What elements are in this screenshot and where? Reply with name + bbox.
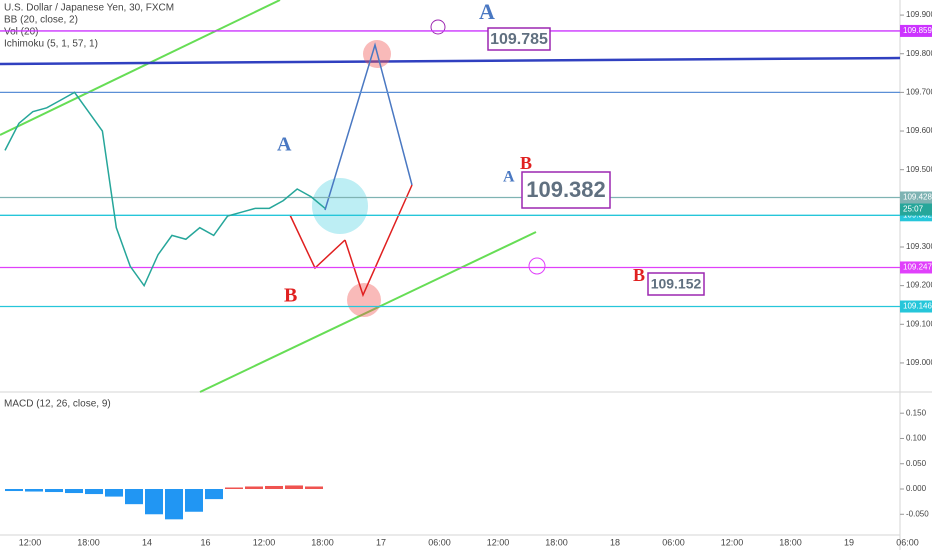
x-tick-label: 12:00 [721,537,744,547]
y-tick-label: 109.200 [906,281,932,290]
price-label-bg [900,300,932,313]
macd-bar [125,489,143,505]
macd-bar [85,489,103,495]
x-tick-label: 18:00 [779,537,802,547]
macd-bar [265,485,283,490]
y-tick-label: 109.300 [906,242,932,251]
annotation: B [284,285,297,307]
annotation: A [277,134,292,156]
callout-text: 109.382 [526,177,606,202]
macd-bar [65,489,83,494]
smile-icon [430,19,446,35]
x-tick-label: 18:00 [545,537,568,547]
annotation: B [520,153,532,173]
trend-line [0,0,281,136]
annotation: A [479,0,495,24]
indicator-label: BB (20, close, 2) [4,15,78,26]
resistance-line [0,56,901,66]
price-label: 109.859 [903,26,932,35]
macd-bar [145,489,163,515]
price-line [4,91,326,288]
price-label: 109.146 [903,302,932,311]
projection-arrow [344,184,413,298]
y-tick-label: 0.100 [906,434,927,443]
x-tick-label: 18:00 [77,537,100,547]
macd-bar [305,486,323,490]
x-tick-label: 12:00 [253,537,276,547]
macd-bar [225,487,243,490]
macd-bar [285,485,303,490]
price-label: 109.247 [903,263,932,272]
indicator-label: Ichimoku (5, 1, 57, 1) [4,39,98,50]
y-tick-label: -0.050 [906,509,929,518]
highlight-circle [312,178,368,234]
macd-bar [105,489,123,497]
annotation: B [633,265,645,285]
macd-bar [165,489,183,520]
x-tick-label: 12:00 [19,537,42,547]
x-tick-label: 06:00 [896,537,919,547]
x-tick-label: 06:00 [662,537,685,547]
price-label-bg [900,24,932,37]
macd-bar [185,489,203,512]
countdown: 25:07 [903,205,924,214]
y-tick-label: 109.700 [906,87,932,96]
price-label-bg [900,261,932,274]
countdown-bg [900,203,932,216]
y-tick-label: 0.050 [906,459,927,468]
price-label-bg [900,191,932,204]
highlight-circle [347,283,381,317]
x-tick-label: 14 [142,537,152,547]
x-tick-label: 18 [610,537,620,547]
projection-arrow [324,42,413,211]
annotation: A [503,169,515,186]
macd-bar [205,489,223,500]
y-tick-label: 109.900 [906,10,932,19]
frown-icon [528,257,546,275]
y-tick-label: 109.800 [906,49,932,58]
x-tick-label: 12:00 [487,537,510,547]
price-label: 109.428 [903,193,932,202]
y-tick-label: 0.000 [906,484,927,493]
callout-text: 109.152 [651,276,702,292]
y-tick-label: 109.100 [906,319,932,328]
x-tick-label: 19 [844,537,854,547]
y-tick-label: 109.500 [906,165,932,174]
y-tick-label: 109.000 [906,358,932,367]
macd-bar [5,489,23,492]
x-tick-label: 06:00 [428,537,451,547]
macd-bar [45,489,63,493]
y-tick-label: 0.150 [906,408,927,417]
macd-bar [25,489,43,492]
y-tick-label: 109.600 [906,126,932,135]
callout-box [487,27,551,51]
callout-box [521,171,611,209]
chart-title: U.S. Dollar / Japanese Yen, 30, FXCM [4,3,174,14]
x-tick-label: 18:00 [311,537,334,547]
x-tick-label: 17 [376,537,386,547]
trend-line [199,231,537,393]
macd-bar [245,486,263,490]
indicator-label: Vol (20) [4,27,38,38]
macd-title: MACD (12, 26, close, 9) [4,399,111,410]
callout-text: 109.785 [490,31,548,48]
x-tick-label: 16 [200,537,210,547]
callout-box [647,272,705,296]
